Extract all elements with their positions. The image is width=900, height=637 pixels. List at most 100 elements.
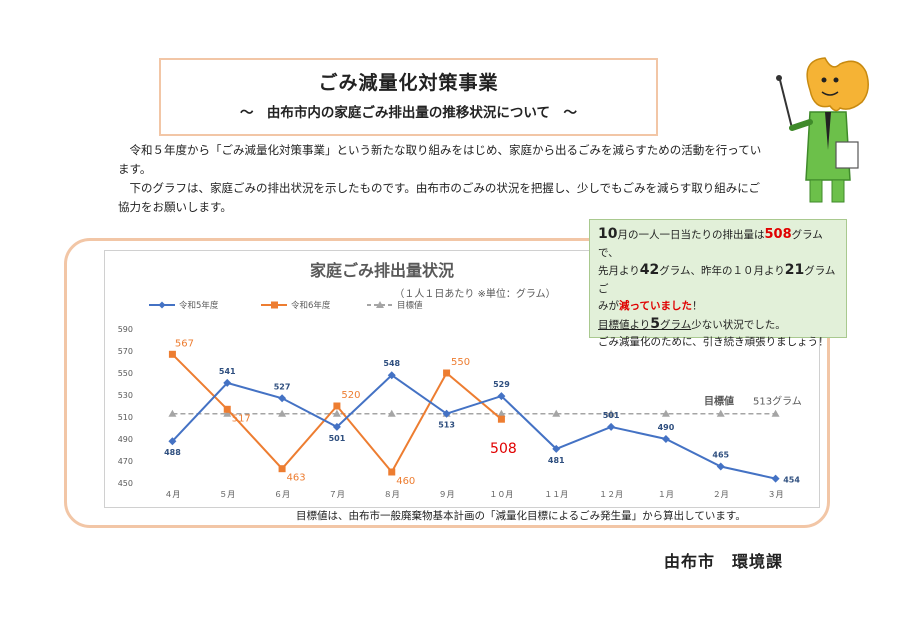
note-line-1: 10月の一人一日当たりの排出量は508グラムで、 bbox=[598, 226, 838, 262]
x-tick-label: １月 bbox=[658, 490, 674, 499]
data-point bbox=[716, 409, 725, 417]
note-line-3: みが減っていました！ bbox=[598, 298, 838, 316]
data-point bbox=[442, 409, 451, 418]
data-label: 548 bbox=[383, 359, 400, 368]
data-label: 517 bbox=[232, 413, 251, 424]
data-point bbox=[223, 378, 232, 387]
data-point bbox=[387, 409, 396, 417]
data-label: 463 bbox=[287, 473, 306, 484]
data-point bbox=[333, 402, 341, 410]
y-tick-label: 550 bbox=[118, 369, 133, 378]
legend-marker bbox=[158, 301, 166, 309]
data-point bbox=[771, 474, 780, 483]
x-tick-label: ５月 bbox=[219, 490, 235, 499]
data-point bbox=[497, 392, 506, 401]
x-tick-label: ３月 bbox=[768, 490, 784, 499]
chart-outer-frame bbox=[64, 238, 830, 528]
note-month: 10 bbox=[598, 226, 618, 242]
page-subtitle: ～ 由布市内の家庭ごみ排出量の推移状況について ～ bbox=[239, 105, 578, 121]
note-text: 月の一人一日当たりの排出量は bbox=[617, 229, 765, 241]
data-point bbox=[443, 369, 451, 377]
data-label: 454 bbox=[783, 476, 800, 485]
data-point bbox=[497, 415, 505, 423]
data-point bbox=[716, 462, 725, 471]
data-label: 488 bbox=[164, 448, 181, 457]
data-point bbox=[332, 409, 341, 417]
page-title: ごみ減量化対策事業 bbox=[318, 72, 499, 94]
target-label: 目標値 bbox=[704, 395, 734, 408]
data-label: 490 bbox=[658, 423, 675, 432]
chart-marks: 488 541 527 501 548 513 529 481 501 490 465 454 567 5… bbox=[164, 338, 802, 487]
data-label: 550 bbox=[451, 357, 470, 368]
data-point bbox=[223, 409, 232, 417]
data-label: 527 bbox=[274, 382, 291, 391]
department-name: 由布市 環境課 bbox=[664, 552, 784, 571]
note-value: 5 bbox=[650, 315, 661, 332]
summary-note: 10月の一人一日当たりの排出量は508グラムで、 先月より42グラム、昨年の１０… bbox=[589, 219, 847, 348]
data-point bbox=[661, 409, 670, 417]
x-tick-label: １０月 bbox=[489, 490, 513, 499]
x-tick-label: １２月 bbox=[599, 490, 623, 499]
note-text: グラム、昨年の１０月より bbox=[659, 265, 785, 277]
data-point bbox=[332, 422, 341, 431]
x-tick-label: ４月 bbox=[164, 490, 180, 499]
y-tick-label: 490 bbox=[118, 435, 133, 444]
note-text: グラム bbox=[660, 318, 692, 331]
data-point bbox=[552, 444, 561, 453]
data-point bbox=[168, 437, 177, 446]
intro-paragraph-1: 令和５年度から「ごみ減量化対策事業」という新たな取り組みをはじめ、家庭から出るご… bbox=[118, 143, 762, 176]
note-text: 少ない状況でした。 bbox=[691, 318, 786, 331]
chart-title: 家庭ごみ排出量状況 bbox=[310, 261, 454, 280]
data-point bbox=[278, 394, 287, 403]
data-point bbox=[552, 409, 561, 417]
data-point bbox=[278, 409, 287, 417]
target-value-label: 513グラム bbox=[753, 395, 802, 408]
data-point bbox=[387, 371, 396, 380]
title-box: ごみ減量化対策事業 ～ 由布市内の家庭ごみ排出量の推移状況について ～ bbox=[159, 58, 658, 136]
data-point bbox=[168, 409, 177, 417]
data-point bbox=[661, 435, 670, 443]
note-text: みが bbox=[598, 300, 619, 312]
data-label: 460 bbox=[396, 476, 415, 487]
line-chart: 家庭ごみ排出量状況 （１人１日あたり ※単位：グラム） 令和5年度 令和6年度 目標… bbox=[118, 261, 802, 499]
intro-paragraph-2: 下のグラフは、家庭ごみの排出状況を示したものです。由布市のごみの状況を把握し、少… bbox=[118, 181, 761, 214]
y-tick-label: 450 bbox=[118, 479, 133, 488]
note-text: グラムで、 bbox=[598, 229, 823, 259]
note-line-4: 目標値より5グラム少ない状況でした。 bbox=[598, 316, 838, 335]
data-point bbox=[278, 465, 286, 473]
mascot-illustration bbox=[776, 57, 869, 203]
y-tick-label: 470 bbox=[118, 457, 133, 466]
legend-label: 令和6年度 bbox=[291, 300, 331, 311]
x-tick-label: ６月 bbox=[274, 490, 290, 499]
data-label: 501 bbox=[329, 434, 346, 443]
legend-marker bbox=[271, 301, 278, 309]
y-tick-label: 590 bbox=[118, 325, 133, 334]
note-line-2: 先月より42グラム、昨年の１０月より21グラムご bbox=[598, 262, 838, 298]
data-point bbox=[771, 409, 780, 417]
data-label: 541 bbox=[219, 367, 236, 376]
chart-grid: 590 570 550 530 510 490 470 450 ４月 ５月 ６月 ７月 ８月 ９月 １０月 １… bbox=[118, 325, 784, 499]
note-text: グラムご bbox=[598, 265, 836, 295]
y-tick-label: 570 bbox=[118, 347, 133, 356]
data-label: 508 bbox=[490, 441, 517, 457]
note-text: 目標値より bbox=[598, 318, 651, 331]
note-emphasis: 減っていました bbox=[619, 300, 692, 312]
data-point bbox=[497, 409, 506, 417]
intro-text: 令和５年度から「ごみ減量化対策事業」という新たな取り組みをはじめ、家庭から出るご… bbox=[118, 141, 768, 217]
data-point bbox=[607, 422, 616, 431]
legend-marker bbox=[376, 301, 384, 308]
data-point bbox=[388, 468, 396, 476]
chart-legend: 令和5年度 令和6年度 目標値 bbox=[149, 300, 423, 311]
x-tick-label: ８月 bbox=[384, 490, 400, 499]
y-tick-label: 530 bbox=[118, 391, 133, 400]
data-label: 513 bbox=[438, 421, 455, 430]
data-label: 465 bbox=[712, 451, 729, 460]
data-point bbox=[168, 350, 176, 358]
note-value: 21 bbox=[784, 262, 805, 278]
target-footnote: 目標値は、由布市一般廃棄物基本計画の「減量化目標によるごみ発生量」から算出してい… bbox=[296, 510, 746, 522]
x-tick-label: ７月 bbox=[329, 490, 345, 499]
data-label: 481 bbox=[548, 456, 565, 465]
data-label: 567 bbox=[175, 338, 194, 349]
y-tick-label: 510 bbox=[118, 413, 133, 422]
note-text: 先月より bbox=[598, 265, 640, 277]
